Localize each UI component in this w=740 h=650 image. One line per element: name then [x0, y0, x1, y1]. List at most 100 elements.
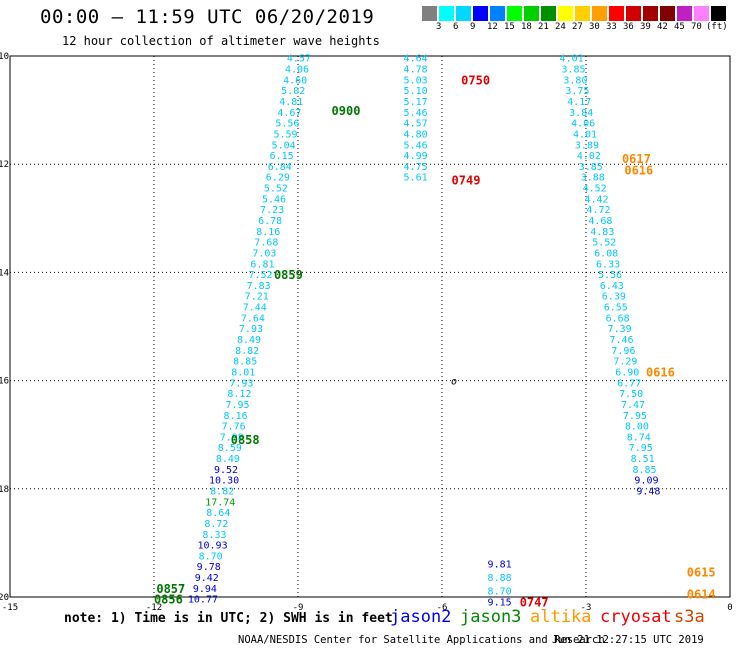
scale-swatch: [473, 6, 488, 21]
wave-height-value: 9.52: [214, 465, 238, 476]
wave-height-value: 8.82: [235, 346, 259, 357]
y-tick-label: -16: [0, 377, 9, 387]
wave-height-value: 5.17: [404, 97, 428, 108]
scale-swatch: [490, 6, 505, 21]
wave-height-value: 7.03: [252, 248, 276, 259]
wave-height-value: 5.56: [598, 270, 622, 281]
wave-height-value: 17.74: [205, 497, 235, 508]
wave-height-value: 6.68: [606, 313, 630, 324]
wave-height-value: 7.52: [249, 270, 273, 281]
wave-height-value: 4.57: [287, 54, 311, 65]
pass-time-label: 0616: [646, 365, 675, 379]
wave-height-value: 8.85: [633, 465, 657, 476]
scale-swatch: [524, 6, 539, 21]
wave-height-value: 7.21: [245, 292, 269, 303]
wave-height-value: 5.46: [262, 194, 286, 205]
wave-height-value: 7.44: [243, 303, 267, 314]
sat-s3a-label: s3a: [674, 607, 705, 627]
scale-tick-label: 70: [691, 22, 702, 32]
wave-height-value: 9.15: [488, 597, 512, 608]
wave-height-value: 4.64: [404, 54, 428, 65]
wave-height-value: 6.81: [250, 259, 274, 270]
pass-time-label: 0616: [624, 164, 653, 178]
scale-swatch: [626, 6, 641, 21]
wave-height-value: 8.74: [627, 432, 651, 443]
x-tick-label: -9: [293, 603, 304, 613]
wave-height-value: 7.50: [619, 389, 643, 400]
scale-swatch: [643, 6, 658, 21]
wave-height-value: 8.49: [237, 335, 261, 346]
scale-tick-label: 9: [470, 22, 476, 32]
wave-height-value: 9.94: [193, 584, 217, 595]
wave-height-value: 6.39: [602, 292, 626, 303]
wave-height-value: 4.52: [583, 184, 607, 195]
wave-height-value: 9.09: [634, 476, 658, 487]
wave-height-value: 8.59: [218, 443, 242, 454]
sat-jason2-label: jason2: [390, 607, 452, 627]
x-tick-label: -3: [581, 603, 592, 613]
y-tick-label: -18: [0, 485, 9, 495]
wave-height-value: 7.29: [613, 357, 637, 368]
wave-height-value: 4.81: [279, 97, 303, 108]
wave-height-value: 7.68: [254, 238, 278, 249]
wave-height-value: 7.46: [609, 335, 633, 346]
scale-swatch: [609, 6, 624, 21]
scale-tick-label: 39: [640, 22, 651, 32]
wave-height-value: 7.98: [220, 432, 244, 443]
wave-height-value: 9.48: [636, 487, 660, 498]
wave-height-value: 4.06: [571, 119, 595, 130]
generated-timestamp: Jun 21 12:27:15 UTC 2019: [552, 634, 704, 646]
wave-height-value: 7.47: [621, 400, 645, 411]
wave-height-value: 7.76: [222, 422, 246, 433]
wave-height-value: 4.02: [577, 151, 601, 162]
wave-height-value: 8.12: [227, 389, 251, 400]
color-scale-labels: 3 6 9 12 15 18 21 24 27 30 33 36 39 42 45 70 (ft): [422, 22, 740, 34]
wave-height-value: 10.77: [188, 595, 218, 606]
wave-height-value: 4.42: [585, 194, 609, 205]
scale-swatch: [507, 6, 522, 21]
wave-height-value: 10.30: [209, 476, 239, 487]
scale-tick-label: 3: [436, 22, 442, 32]
scale-swatch: [558, 6, 573, 21]
scale-swatch: [422, 6, 437, 21]
wave-height-value: 8.64: [206, 508, 230, 519]
wave-height-value: 8.72: [204, 519, 228, 530]
wave-height-value: 5.04: [272, 140, 296, 151]
sat-altika-label: altika: [530, 607, 592, 627]
wave-height-value: 6.55: [604, 303, 628, 314]
wave-height-value: 6.78: [258, 216, 282, 227]
note-text: note: 1) Time is in UTC; 2) SWH is in fe…: [64, 611, 393, 626]
wave-height-value: 5.52: [592, 238, 616, 249]
wave-height-value: 5.61: [404, 173, 428, 184]
wave-height-value: 8.85: [233, 357, 257, 368]
wave-height-value: 4.83: [590, 227, 614, 238]
wave-height-value: 7.95: [623, 411, 647, 422]
wave-height-value: 7.95: [629, 443, 653, 454]
wave-height-value: 3.80: [563, 75, 587, 86]
x-tick-label: 0: [727, 603, 732, 613]
y-tick-label: -14: [0, 268, 9, 278]
wave-height-value: 9.78: [197, 562, 221, 573]
x-tick-label: -15: [2, 603, 18, 613]
plot-frame: [9, 55, 731, 598]
wave-height-value: 6.15: [270, 151, 294, 162]
wave-height-value: 4.60: [283, 75, 307, 86]
y-tick-label: -10: [0, 52, 9, 62]
wave-height-value: 5.52: [264, 184, 288, 195]
wave-height-value: 5.10: [404, 86, 428, 97]
wave-height-value: 4.78: [404, 65, 428, 76]
wave-height-value: 7.93: [239, 324, 263, 335]
scale-swatch: [660, 6, 675, 21]
wave-height-value: 7.96: [611, 346, 635, 357]
wave-height-value: 4.57: [404, 119, 428, 130]
wave-height-value: 4.99: [404, 151, 428, 162]
wave-height-value: 3.88: [581, 173, 605, 184]
wave-height-value: 6.84: [268, 162, 292, 173]
pass-time-label: 0858: [231, 433, 260, 447]
scale-tick-label: 42: [657, 22, 668, 32]
page-subtitle: 12 hour collection of altimeter wave hei…: [62, 34, 380, 48]
scale-tick-label: 30: [589, 22, 600, 32]
pass-time-label: 0856: [154, 593, 183, 607]
